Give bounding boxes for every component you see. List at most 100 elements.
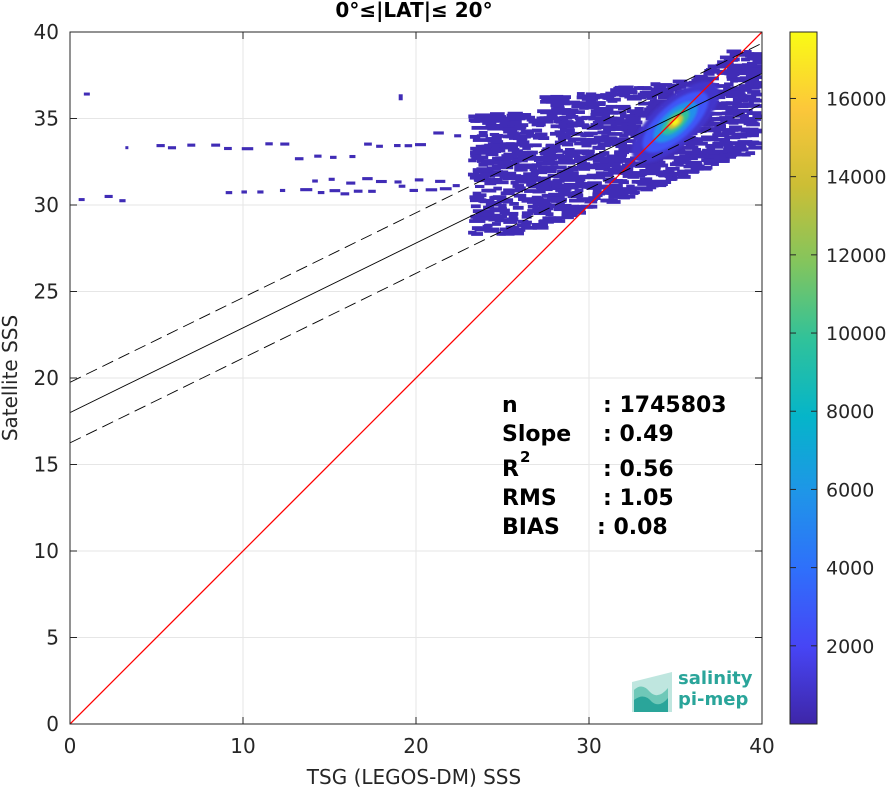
density-cell — [611, 142, 628, 146]
density-cell — [521, 142, 530, 147]
density-cell — [538, 136, 550, 141]
density-cell — [470, 204, 481, 209]
density-cell — [741, 87, 750, 92]
density-cell — [489, 115, 506, 120]
logo-line2: pi-mep — [678, 689, 748, 710]
density-cell — [636, 112, 653, 117]
density-cell — [629, 191, 639, 195]
density-cell — [506, 114, 520, 119]
density-streak — [362, 177, 373, 181]
density-cell — [737, 140, 753, 144]
density-streak — [394, 180, 402, 184]
density-cell — [502, 127, 518, 131]
density-cell — [543, 158, 555, 163]
density-cell — [504, 156, 514, 160]
density-cell — [473, 169, 487, 173]
density-cell — [553, 174, 569, 179]
density-cell — [590, 123, 604, 127]
density-cell — [481, 188, 497, 193]
density-cell — [732, 97, 749, 102]
density-cell — [637, 182, 651, 186]
density-cell — [550, 94, 564, 99]
density-cell — [659, 173, 673, 178]
density-cell — [619, 187, 635, 191]
density-cell — [552, 109, 566, 114]
colorbar-tick-label: 4000 — [826, 558, 874, 580]
density-cell — [551, 219, 566, 223]
density-cell — [711, 111, 723, 116]
density-cell — [552, 147, 561, 152]
density-cell — [734, 142, 747, 147]
density-cell — [693, 141, 708, 146]
density-cell — [733, 100, 742, 105]
density-cell — [501, 160, 516, 165]
density-cell — [606, 158, 619, 162]
density-cell — [513, 193, 527, 198]
density-point — [78, 198, 85, 202]
density-cell — [603, 189, 616, 193]
density-cell — [491, 164, 502, 169]
density-cell — [495, 117, 510, 122]
density-cell — [750, 64, 762, 68]
density-cell — [561, 120, 574, 124]
stat-n-label: n — [502, 393, 518, 418]
density-cell — [602, 177, 617, 182]
density-cell — [716, 84, 731, 88]
density-cell — [650, 82, 661, 87]
colorbar-tick-label: 10000 — [826, 323, 886, 345]
density-cell — [528, 119, 538, 124]
density-cell — [737, 133, 747, 138]
density-cell — [574, 116, 588, 121]
density-cell — [747, 85, 760, 90]
density-cell — [489, 178, 498, 182]
density-cell — [556, 192, 573, 197]
density-streak — [328, 177, 335, 181]
density-cell — [564, 182, 576, 187]
density-cell — [503, 188, 515, 193]
colorbar — [790, 32, 817, 724]
density-cell — [619, 92, 631, 97]
colorbar-frame — [789, 31, 818, 725]
density-cell — [572, 123, 589, 128]
density-cell — [570, 159, 587, 164]
density-cell — [594, 118, 606, 123]
density-cell — [559, 115, 573, 120]
density-cell — [733, 149, 742, 154]
density-cell — [654, 182, 668, 186]
density-streak — [340, 192, 350, 196]
density-cell — [584, 183, 596, 188]
density-cell — [597, 142, 612, 147]
density-cell — [546, 169, 557, 174]
density-cell — [491, 222, 501, 226]
density-cell — [677, 175, 691, 179]
density-cell — [531, 222, 548, 227]
density-cell — [748, 145, 762, 150]
density-cell — [521, 214, 532, 219]
density-cell — [574, 188, 584, 193]
density-cell — [523, 172, 538, 177]
stat-rms-label: RMS — [502, 486, 557, 511]
density-cell — [568, 154, 581, 158]
density-cell — [512, 184, 522, 188]
density-cell — [538, 219, 554, 224]
density-cell — [684, 169, 700, 174]
density-cell — [526, 117, 535, 122]
density-cell — [592, 139, 605, 143]
density-cell — [612, 122, 628, 126]
density-cell — [546, 161, 559, 166]
density-cell — [534, 132, 548, 137]
stat-n-value: : 1745803 — [603, 393, 727, 418]
density-cell — [478, 130, 488, 135]
density-streak — [300, 188, 313, 192]
density-cell — [646, 96, 657, 100]
density-cell — [501, 171, 517, 176]
density-cell — [660, 93, 669, 98]
density-streak — [329, 189, 341, 193]
density-cell — [487, 126, 504, 131]
salinity-pi-mep-logo: salinity pi-mep — [632, 668, 753, 712]
density-cell — [627, 174, 640, 179]
density-cell — [644, 180, 653, 184]
density-streak — [257, 190, 264, 194]
density-cell — [605, 91, 618, 96]
density-cell — [707, 127, 719, 131]
